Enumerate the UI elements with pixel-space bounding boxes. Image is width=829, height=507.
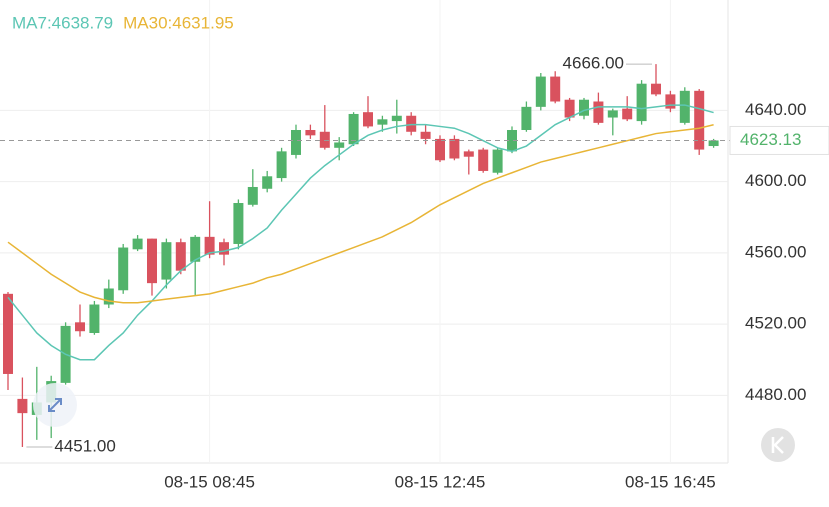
candle-body bbox=[564, 99, 575, 118]
candle-body bbox=[550, 76, 561, 102]
candle-body bbox=[291, 129, 301, 155]
candle-body bbox=[118, 247, 129, 291]
candle-body bbox=[636, 83, 647, 122]
candle-body bbox=[406, 115, 417, 132]
candle-body bbox=[305, 129, 316, 136]
plot: 4480.00 4520.00 4560.00 4600.00 4640.00 08-15… bbox=[0, 0, 829, 491]
last-price-label: 4623.13 bbox=[740, 130, 801, 149]
candle-body bbox=[521, 106, 532, 130]
y-tick-label: 4600.00 bbox=[745, 171, 806, 190]
reset-icon bbox=[771, 436, 784, 454]
candle-body bbox=[665, 94, 676, 109]
candle-body bbox=[607, 110, 618, 118]
candle-body bbox=[694, 90, 705, 150]
max-label: 4666.00 bbox=[563, 54, 624, 73]
candle-body bbox=[579, 99, 589, 116]
candle-body bbox=[147, 238, 157, 284]
candle-body bbox=[478, 149, 489, 171]
candle-body bbox=[651, 83, 661, 95]
candle-body bbox=[420, 131, 431, 139]
x-tick-label: 08-15 16:45 bbox=[625, 472, 716, 491]
candle-body bbox=[377, 119, 388, 125]
candle-body bbox=[103, 288, 114, 305]
candle-body bbox=[391, 115, 402, 122]
candle-body bbox=[492, 149, 503, 173]
expand-icon bbox=[48, 398, 62, 412]
candle-body bbox=[262, 176, 273, 189]
candle-body bbox=[132, 238, 143, 250]
candle-body bbox=[89, 304, 100, 334]
y-tick-label: 4640.00 bbox=[745, 100, 806, 119]
candle-body bbox=[507, 129, 517, 152]
y-tick-label: 4480.00 bbox=[745, 385, 806, 404]
candle-body bbox=[3, 293, 13, 374]
candle-body bbox=[449, 138, 460, 159]
candle-body bbox=[75, 322, 85, 332]
y-tick-label: 4520.00 bbox=[745, 314, 806, 333]
candle-body bbox=[161, 242, 172, 280]
legend-entry: MA7:4638.79 bbox=[12, 13, 113, 32]
candle-body bbox=[247, 186, 258, 205]
candle-body bbox=[622, 108, 633, 120]
candle-body bbox=[190, 236, 201, 262]
candle-body bbox=[319, 131, 330, 148]
candle-body bbox=[463, 151, 474, 157]
candle-body bbox=[363, 112, 373, 127]
ma-line bbox=[7, 104, 714, 361]
candle-body bbox=[334, 142, 345, 148]
candle-body bbox=[435, 138, 445, 161]
last-price-box bbox=[729, 125, 829, 155]
ma-line bbox=[7, 124, 714, 304]
y-tick-label: 4560.00 bbox=[745, 242, 806, 261]
candle-body bbox=[17, 398, 28, 414]
candle-body bbox=[219, 242, 229, 255]
candle-body bbox=[233, 203, 244, 244]
candle-body bbox=[175, 242, 186, 271]
candle-body bbox=[679, 90, 690, 123]
x-tick-label: 08-15 08:45 bbox=[164, 472, 255, 491]
candle-body bbox=[348, 113, 359, 145]
reset-button[interactable] bbox=[761, 428, 795, 462]
min-label: 4451.00 bbox=[54, 436, 115, 455]
candle-body bbox=[204, 236, 215, 255]
candle-body bbox=[535, 76, 546, 107]
candle-body bbox=[593, 101, 604, 123]
x-tick-label: 08-15 12:45 bbox=[395, 472, 486, 491]
candle-body bbox=[276, 151, 287, 179]
candle-body bbox=[708, 140, 719, 147]
legend-entry: MA30:4631.95 bbox=[123, 13, 234, 32]
